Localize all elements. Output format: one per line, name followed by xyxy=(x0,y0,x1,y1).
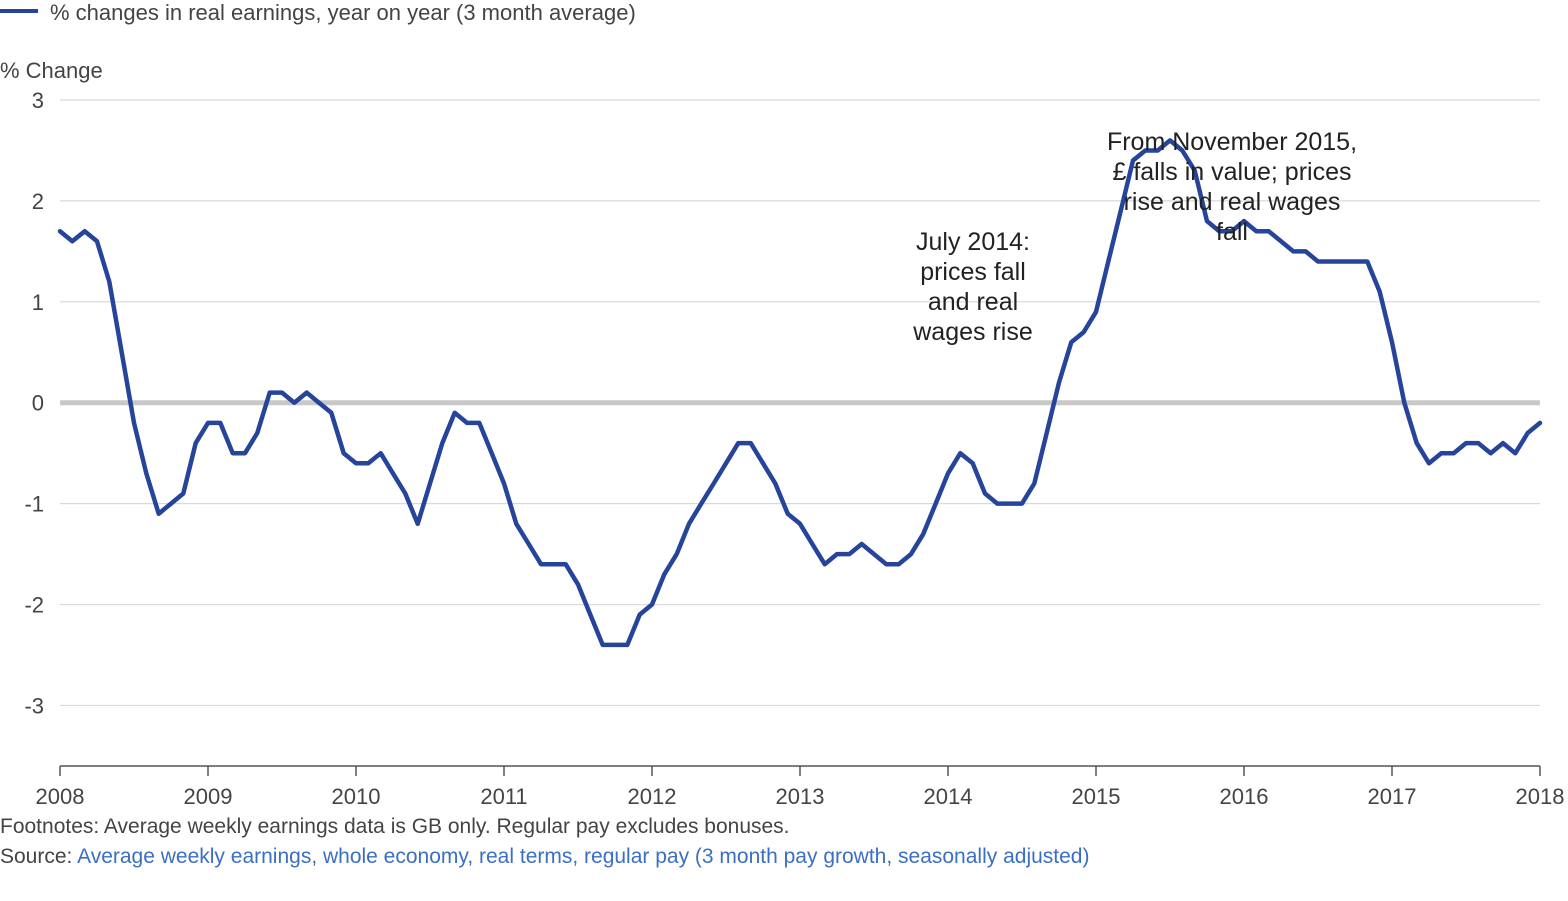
x-tick-label: 2008 xyxy=(36,784,85,809)
annotation-label: July 2014: prices fall and real wages rise xyxy=(912,228,1033,346)
y-tick-label: 3 xyxy=(32,88,44,113)
x-tick-label: 2018 xyxy=(1516,784,1565,809)
x-tick-label: 2010 xyxy=(332,784,381,809)
source-prefix: Source: xyxy=(0,845,78,868)
series-line xyxy=(57,138,1543,648)
footnote: Footnotes: Average weekly earnings data … xyxy=(0,815,790,838)
x-tick-label: 2016 xyxy=(1220,784,1269,809)
legend: % changes in real earnings, year on year… xyxy=(0,0,636,25)
y-tick-label: 1 xyxy=(32,290,44,315)
y-tick-label: 0 xyxy=(32,391,44,416)
source-link[interactable]: Average weekly earnings, whole economy, … xyxy=(77,845,1090,868)
legend-label: % changes in real earnings, year on year… xyxy=(50,0,636,25)
y-tick-label: 2 xyxy=(32,189,44,214)
y-tick-label: -3 xyxy=(24,693,44,718)
x-tick-label: 2014 xyxy=(924,784,973,809)
line-chart: % changes in real earnings, year on year… xyxy=(0,0,1565,809)
y-axis-title: % Change xyxy=(0,58,103,83)
legend-swatch xyxy=(0,9,38,13)
annotation-label: From November 2015, £ falls in value; pri… xyxy=(1107,128,1357,246)
x-tick-label: 2013 xyxy=(776,784,825,809)
x-tick-label: 2017 xyxy=(1368,784,1417,809)
annotations: July 2014: prices fall and real wages rise F… xyxy=(912,128,1357,346)
gridlines xyxy=(60,99,1540,707)
series-layer xyxy=(57,138,1543,648)
source-line: Source: Average weekly earnings, whole e… xyxy=(0,845,1089,869)
y-tick-label: -2 xyxy=(24,593,44,618)
x-tick-label: 2012 xyxy=(628,784,677,809)
y-tick-label: -1 xyxy=(24,492,44,517)
y-axis-ticks: 3 2 1 0 -1 -2 -3 xyxy=(24,88,44,718)
x-axis: 2008 2009 2010 2011 2012 2013 2014 2015 2016 2017… xyxy=(36,765,1565,809)
x-tick-label: 2011 xyxy=(480,784,527,809)
x-tick-label: 2015 xyxy=(1072,784,1121,809)
x-tick-label: 2009 xyxy=(184,784,233,809)
